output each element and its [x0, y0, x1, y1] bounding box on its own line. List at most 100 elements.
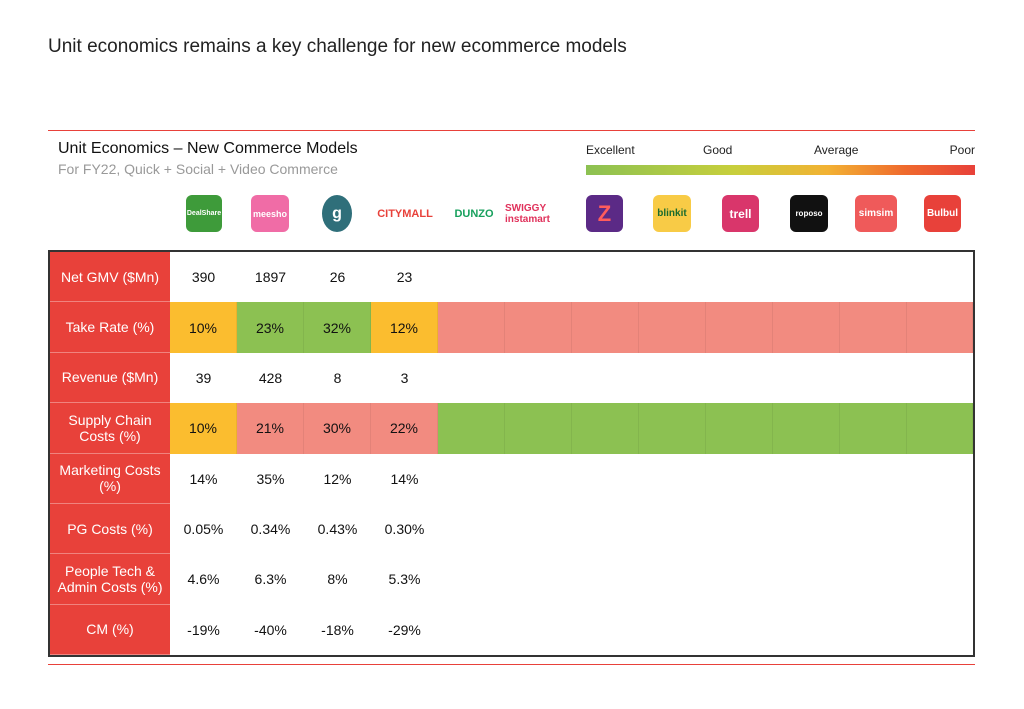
table-cell: -40% — [254, 621, 287, 638]
row-header: CM (%) — [50, 604, 170, 655]
table-cell-empty — [907, 403, 973, 454]
table-cell-empty — [572, 353, 639, 403]
table-cell-empty — [438, 504, 505, 554]
logo-blinkit: blinkit — [653, 195, 691, 232]
table-cell: 10% — [170, 403, 237, 454]
table-cell-empty — [706, 454, 773, 504]
table-cell: 4.6% — [187, 571, 220, 588]
rating-legend: Excellent Good Average Poor — [586, 143, 975, 175]
top-divider — [48, 130, 975, 131]
table-cell-empty — [773, 504, 840, 554]
table-cell-empty — [706, 302, 773, 353]
table-cell: 12% — [371, 302, 438, 353]
table-cell-empty — [505, 403, 572, 454]
table-cell: 0.34% — [250, 521, 291, 538]
logo-roposo: roposo — [790, 195, 828, 232]
table-cell-empty — [639, 252, 706, 302]
table-cell-empty — [438, 403, 505, 454]
table-cell: 5.3% — [388, 571, 421, 588]
row-header: PG Costs (%) — [50, 503, 170, 555]
table-cell: 23 — [396, 269, 413, 286]
table-cell-empty — [438, 554, 505, 604]
logo-z: Z — [586, 195, 623, 232]
table-cell: 0.43% — [317, 521, 358, 538]
row-header: Revenue ($Mn) — [50, 352, 170, 404]
table-cell-empty — [572, 302, 639, 353]
row-header: Supply Chain Costs (%) — [50, 403, 170, 454]
table-cell: 428 — [258, 369, 283, 386]
table-cell-empty — [840, 302, 907, 353]
legend-label-excellent: Excellent — [586, 143, 635, 157]
table-cell-empty — [706, 554, 773, 604]
table-cell: 3 — [400, 369, 409, 386]
table-cell-empty — [907, 252, 973, 302]
table-cell-empty — [505, 302, 572, 353]
table-cell-empty — [572, 454, 639, 504]
table-cell-empty — [907, 302, 973, 353]
table-cell: 12% — [323, 470, 352, 487]
chart-title: Unit Economics – New Commerce Models — [58, 140, 358, 157]
logo-simsim: simsim — [855, 195, 897, 232]
table-cell-empty — [572, 252, 639, 302]
logo-meesho: meesho — [251, 195, 289, 232]
table-cell-empty — [572, 554, 639, 604]
table-cell-empty — [840, 554, 907, 604]
table-cell-empty — [773, 454, 840, 504]
table-cell-empty — [706, 504, 773, 554]
table-cell-empty — [639, 504, 706, 554]
table-cell-empty — [505, 554, 572, 604]
table-cell: 0.30% — [384, 521, 425, 538]
table-cell-empty — [773, 403, 840, 454]
table-cell: -18% — [321, 621, 354, 638]
table-cell-empty — [639, 353, 706, 403]
table-cell-empty — [840, 403, 907, 454]
page-title: Unit economics remains a key challenge f… — [48, 36, 627, 57]
table-cell-empty — [706, 252, 773, 302]
table-cell-empty — [639, 454, 706, 504]
table-cell-empty — [438, 454, 505, 504]
table-cell: 1897 — [254, 269, 287, 286]
table-cell-empty — [907, 353, 973, 403]
table-cell: 32% — [304, 302, 371, 353]
table-cell: 14% — [189, 470, 218, 487]
table-cell-empty — [505, 504, 572, 554]
table-cell-empty — [706, 403, 773, 454]
table-cell: 21% — [237, 403, 304, 454]
table-cell: 0.05% — [183, 521, 224, 538]
table-cell: 10% — [170, 302, 237, 353]
table-cell: 8% — [327, 571, 348, 588]
table-cell: 14% — [390, 470, 419, 487]
table-cell-empty — [907, 554, 973, 604]
table-cell-empty — [572, 605, 639, 655]
table-cell-empty — [438, 353, 505, 403]
legend-label-average: Average — [814, 143, 859, 157]
table-cell: 35% — [256, 470, 285, 487]
table-cell-empty — [840, 605, 907, 655]
logo-dunzo: DUNZO — [454, 207, 494, 220]
table-cell-empty — [907, 605, 973, 655]
table-cell-empty — [505, 454, 572, 504]
logo-swiggy-instamart: SWIGGY instamart — [505, 202, 551, 225]
table-cell: 30% — [304, 403, 371, 454]
table-cell-empty — [572, 504, 639, 554]
logo-trell: trell — [722, 195, 759, 232]
table-cell-empty — [505, 605, 572, 655]
legend-label-good: Good — [703, 143, 733, 157]
table-cell-empty — [505, 353, 572, 403]
table-cell-empty — [572, 403, 639, 454]
table-cell-empty — [840, 454, 907, 504]
table-cell: 22% — [371, 403, 438, 454]
table-cell-empty — [773, 605, 840, 655]
table-cell-empty — [773, 302, 840, 353]
table-cell-empty — [438, 605, 505, 655]
table-cell-empty — [639, 605, 706, 655]
table-cell-empty — [706, 353, 773, 403]
logo-dealshare: DealShare — [186, 195, 222, 232]
legend-gradient-bar — [586, 165, 975, 175]
bottom-divider — [48, 664, 975, 665]
table-cell-empty — [505, 252, 572, 302]
table-cell: 390 — [191, 269, 216, 286]
logo-citymall: CITYMALL — [377, 207, 433, 220]
logo-bulbul: Bulbul — [924, 195, 961, 232]
table-cell-empty — [639, 302, 706, 353]
